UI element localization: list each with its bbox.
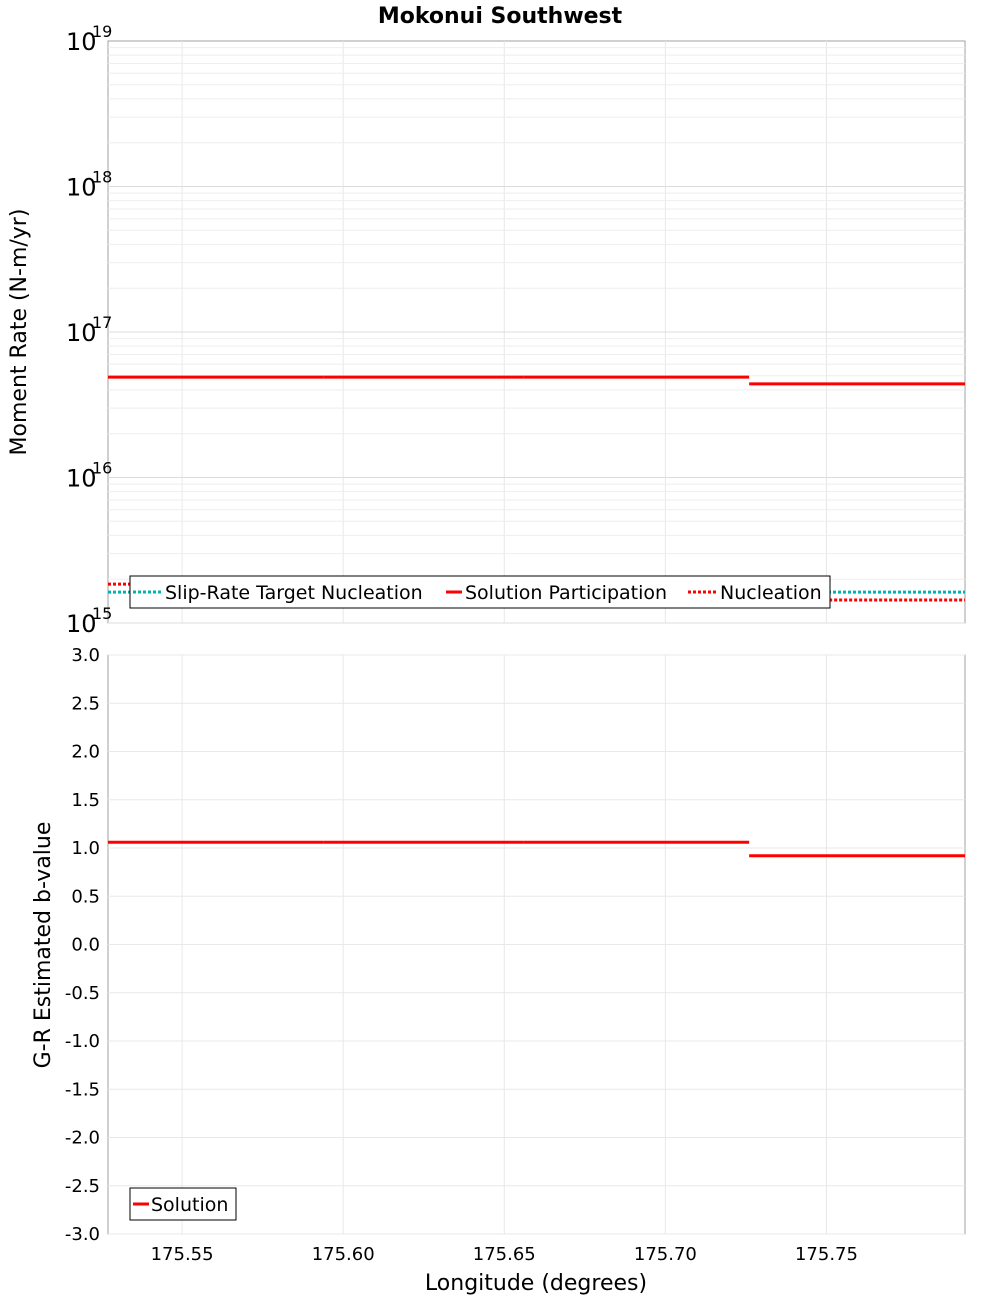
y-tick-label: -1.5 <box>65 1079 100 1100</box>
y-tick-label: 1.5 <box>71 790 100 811</box>
top-y-axis-label: Moment Rate (N-m/yr) <box>7 209 32 456</box>
y-tick-label: 10 <box>66 465 97 493</box>
y-tick-label: 2.5 <box>71 693 100 714</box>
y-tick-label: 0.0 <box>71 935 100 956</box>
y-tick-exponent: 18 <box>92 168 112 187</box>
bottom-y-axis-label: G-R Estimated b-value <box>31 822 56 1069</box>
bottom-y-ticks: 3.0 2.5 2.0 1.5 1.0 0.5 0.0 -0.5 -1.0 -1.5 -2.0 -2.… <box>65 645 100 1245</box>
y-tick-exponent: 17 <box>92 313 112 332</box>
x-axis-label: Longitude (degrees) <box>425 1271 647 1296</box>
y-tick-label: -2.0 <box>65 1128 100 1149</box>
y-tick-label: 10 <box>66 174 97 202</box>
top-legend: Slip-Rate Target Nucleation Solution Par… <box>129 575 831 609</box>
legend-label-solution: Solution <box>151 1194 228 1216</box>
y-tick-label: -3.0 <box>65 1224 100 1245</box>
y-tick-label: -0.5 <box>65 983 100 1004</box>
legend-label-solution-participation: Solution Participation <box>465 582 667 604</box>
y-tick-label: 10 <box>66 610 97 638</box>
x-tick-label: 175.55 <box>151 1244 214 1265</box>
y-tick-label: 10 <box>66 319 97 347</box>
legend-label-slip-rate: Slip-Rate Target Nucleation <box>165 582 423 604</box>
x-tick-label: 175.70 <box>634 1244 697 1265</box>
y-tick-label: -1.0 <box>65 1031 100 1052</box>
y-tick-exponent: 19 <box>92 22 112 41</box>
bottom-grid <box>108 654 965 1235</box>
y-tick-exponent: 16 <box>92 459 112 478</box>
bottom-panel: 3.0 2.5 2.0 1.5 1.0 0.5 0.0 -0.5 -1.0 -1.5 -2.0 -2.… <box>31 645 966 1245</box>
bottom-legend: Solution <box>129 1187 237 1221</box>
chart-title: Mokonui Southwest <box>378 4 623 29</box>
y-tick-exponent: 15 <box>92 604 112 623</box>
y-tick-label: 1.0 <box>71 838 100 859</box>
y-tick-label: 0.5 <box>71 886 100 907</box>
x-tick-label: 175.75 <box>795 1244 858 1265</box>
y-tick-label: -2.5 <box>65 1176 100 1197</box>
y-tick-label: 2.0 <box>71 742 100 763</box>
y-tick-label: 3.0 <box>71 645 100 666</box>
x-tick-label: 175.60 <box>312 1244 375 1265</box>
y-tick-label: 10 <box>66 28 97 56</box>
x-tick-label: 175.65 <box>473 1244 536 1265</box>
legend-label-nucleation: Nucleation <box>720 582 822 604</box>
bottom-series <box>108 840 965 858</box>
x-axis-ticks: 175.55 175.60 175.65 175.70 175.75 <box>151 1244 858 1265</box>
